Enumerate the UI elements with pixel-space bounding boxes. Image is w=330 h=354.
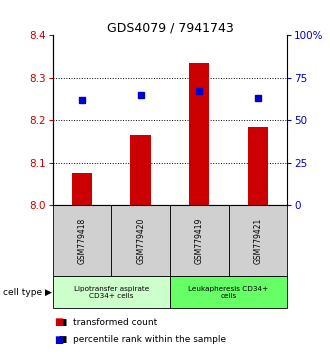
Text: ■: ■ — [54, 335, 64, 345]
Text: GSM779421: GSM779421 — [253, 218, 262, 264]
Text: ■  transformed count: ■ transformed count — [53, 318, 157, 327]
Title: GDS4079 / 7941743: GDS4079 / 7941743 — [107, 21, 233, 34]
Text: GSM779420: GSM779420 — [136, 217, 145, 264]
Text: GSM779418: GSM779418 — [78, 218, 86, 264]
Bar — [130, 135, 151, 205]
Bar — [112, 205, 170, 276]
Text: Leukapheresis CD34+
cells: Leukapheresis CD34+ cells — [188, 286, 269, 298]
Bar — [170, 276, 287, 308]
Bar — [53, 205, 112, 276]
Bar — [228, 205, 287, 276]
Text: ■  percentile rank within the sample: ■ percentile rank within the sample — [53, 335, 226, 344]
Bar — [170, 205, 229, 276]
Bar — [72, 173, 92, 205]
Text: GSM779419: GSM779419 — [195, 217, 204, 264]
Bar — [248, 127, 268, 205]
Text: ■: ■ — [54, 317, 64, 327]
Bar — [53, 276, 170, 308]
Bar — [189, 63, 210, 205]
Text: cell type ▶: cell type ▶ — [3, 287, 52, 297]
Text: Lipotransfer aspirate
CD34+ cells: Lipotransfer aspirate CD34+ cells — [74, 286, 149, 298]
